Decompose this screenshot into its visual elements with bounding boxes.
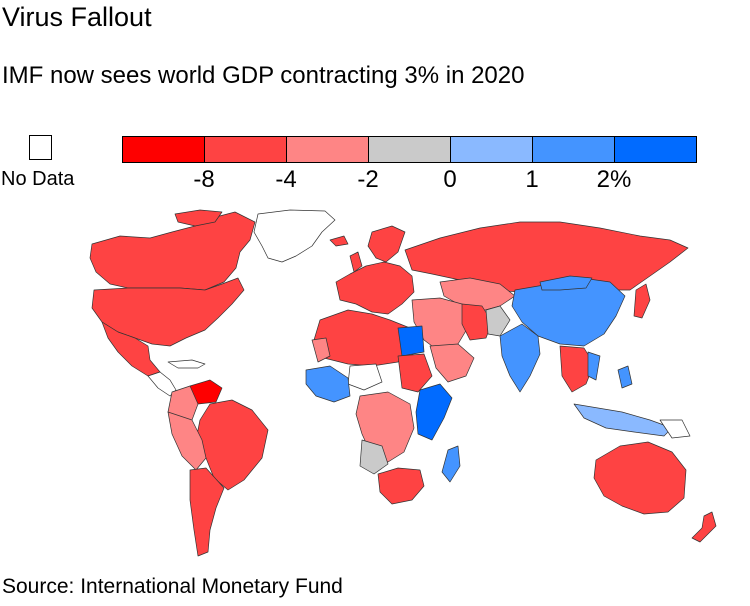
- region-iran: [461, 303, 493, 341]
- legend-tick-4: 0: [443, 166, 457, 193]
- region-greenland: [253, 209, 336, 263]
- region-southern-cone: [189, 467, 225, 557]
- color-legend: [122, 136, 697, 163]
- legend-tick-5: 1: [525, 166, 539, 193]
- region-central-america: [147, 371, 177, 397]
- region-southeast-asia: [559, 345, 595, 393]
- legend-swatch-4: [369, 137, 451, 162]
- region-uk: [349, 251, 363, 273]
- legend-tick-3: -2: [357, 166, 379, 193]
- legend-swatch-2: [205, 137, 287, 162]
- region-papua: [659, 419, 691, 439]
- region-west-africa: [305, 365, 351, 403]
- region-egypt: [397, 325, 425, 357]
- region-madagascar: [441, 445, 461, 483]
- region-philippines: [617, 365, 633, 389]
- region-japan: [633, 283, 651, 319]
- region-pakistan: [485, 305, 511, 337]
- world-map: [89, 209, 717, 557]
- region-southern-africa: [377, 467, 425, 505]
- region-sahel: [347, 363, 383, 391]
- no-data-swatch: [29, 135, 52, 160]
- region-australia: [593, 441, 687, 515]
- region-vietnam: [587, 351, 601, 381]
- region-west-sahara: [311, 337, 331, 363]
- region-scandinavia: [367, 225, 406, 263]
- chart-subtitle: IMF now sees world GDP contracting 3% in…: [2, 62, 525, 89]
- legend-swatch-6: [533, 137, 615, 162]
- region-north-america-north: [89, 211, 256, 291]
- legend-tick-2: -4: [275, 166, 297, 193]
- legend-swatch-3: [287, 137, 369, 162]
- source-note: Source: International Monetary Fund: [2, 575, 343, 598]
- region-mongolia: [539, 275, 593, 291]
- region-new-zealand: [691, 511, 717, 543]
- region-india: [499, 323, 541, 393]
- legend-tick-6: 2%: [596, 166, 632, 193]
- region-east-africa: [415, 383, 453, 441]
- region-indonesia: [573, 403, 673, 437]
- no-data-label: No Data: [1, 168, 75, 190]
- region-europe: [335, 261, 415, 315]
- legend-swatch-5: [451, 137, 533, 162]
- chart-title: Virus Fallout: [2, 2, 152, 32]
- region-arabia: [429, 343, 475, 383]
- region-peru-bolivia: [167, 411, 207, 471]
- region-sudan: [397, 353, 433, 393]
- legend-tick-1: -8: [193, 166, 215, 193]
- region-arctic-islands: [174, 209, 223, 227]
- region-iceland: [329, 235, 349, 247]
- region-angola: [359, 439, 389, 475]
- region-caribbean: [167, 359, 206, 369]
- legend-swatch-7: [615, 137, 696, 162]
- legend-swatch-1: [123, 137, 205, 162]
